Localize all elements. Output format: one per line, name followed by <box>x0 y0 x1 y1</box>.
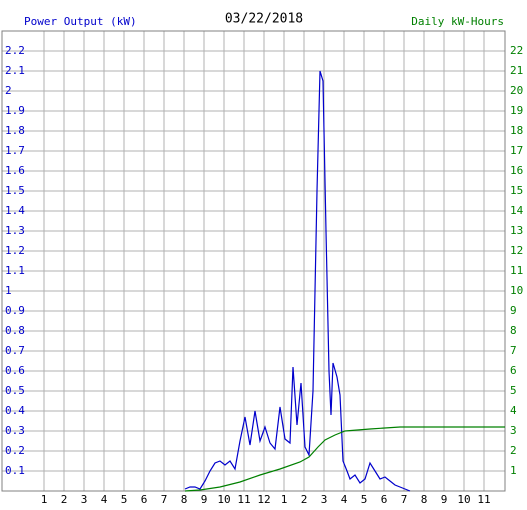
x-tick-label: 8 <box>421 493 428 506</box>
x-tick-label: 6 <box>141 493 148 506</box>
y-tick-label: 1.3 <box>5 224 25 237</box>
y-tick-label: 2.2 <box>5 44 25 57</box>
chart-title: 03/22/2018 <box>225 12 303 27</box>
y-tick-label: 0.2 <box>5 444 25 457</box>
y2-tick-label: 6 <box>510 364 517 377</box>
x-tick-label: 4 <box>101 493 108 506</box>
y-tick-label: 2 <box>5 84 12 97</box>
series-line <box>184 70 411 492</box>
y-tick-label: 0.8 <box>5 324 25 337</box>
y2-tick-label: 22 <box>510 44 523 57</box>
y2-tick-label: 19 <box>510 104 523 117</box>
y2-tick-label: 16 <box>510 164 523 177</box>
y-tick-label: 0.7 <box>5 344 25 357</box>
y2-tick-label: 3 <box>510 424 517 437</box>
x-tick-label: 8 <box>181 493 188 506</box>
y-tick-label: 1.7 <box>5 144 25 157</box>
y2-tick-label: 10 <box>510 284 523 297</box>
y2-tick-label: 7 <box>510 344 517 357</box>
y-tick-label: 1.1 <box>5 264 25 277</box>
x-tick-label: 2 <box>301 493 308 506</box>
y-tick-label: 1 <box>5 284 12 297</box>
x-tick-label: 12 <box>257 493 270 506</box>
y-tick-label: 2.1 <box>5 64 25 77</box>
x-tick-label: 1 <box>281 493 288 506</box>
y2-tick-label: 5 <box>510 384 517 397</box>
y2-tick-label: 21 <box>510 64 523 77</box>
y-tick-label: 1.5 <box>5 184 25 197</box>
y-tick-label: 0.3 <box>5 424 25 437</box>
y-axis-label: Power Output (kW) <box>24 15 137 28</box>
y-tick-label: 1.8 <box>5 124 25 137</box>
plot-frame <box>1 30 506 492</box>
x-tick-label: 9 <box>441 493 448 506</box>
y2-tick-label: 13 <box>510 224 523 237</box>
y2-tick-label: 15 <box>510 184 523 197</box>
y-tick-label: 1.2 <box>5 244 25 257</box>
series-line <box>184 426 505 492</box>
y-tick-label: 0.5 <box>5 384 25 397</box>
y2-tick-label: 14 <box>510 204 524 217</box>
y2-tick-label: 1 <box>510 464 517 477</box>
y-tick-label: 0.6 <box>5 364 25 377</box>
y-tick-label: 0.9 <box>5 304 25 317</box>
y2-tick-label: 4 <box>510 404 517 417</box>
y-tick-label: 1.4 <box>5 204 25 217</box>
x-tick-label: 7 <box>401 493 408 506</box>
y2-tick-label: 2 <box>510 444 517 457</box>
y-tick-label: 0.1 <box>5 464 25 477</box>
y-tick-label: 0.4 <box>5 404 25 417</box>
x-tick-label: 5 <box>361 493 368 506</box>
x-tick-label: 9 <box>201 493 208 506</box>
x-tick-label: 5 <box>121 493 128 506</box>
y2-tick-label: 12 <box>510 244 523 257</box>
x-tick-label: 4 <box>341 493 348 506</box>
y2-axis-label: Daily kW-Hours <box>411 15 504 28</box>
y-tick-label: 1.6 <box>5 164 25 177</box>
x-tick-label: 1 <box>41 493 48 506</box>
y2-tick-label: 9 <box>510 304 517 317</box>
y2-tick-label: 20 <box>510 84 523 97</box>
x-tick-label: 10 <box>457 493 470 506</box>
x-tick-label: 2 <box>61 493 68 506</box>
y2-tick-label: 8 <box>510 324 517 337</box>
y-tick-label: 1.9 <box>5 104 25 117</box>
y2-tick-label: 17 <box>510 144 523 157</box>
x-tick-label: 3 <box>321 493 328 506</box>
x-tick-label: 10 <box>217 493 230 506</box>
x-tick-label: 11 <box>477 493 490 506</box>
y2-tick-label: 11 <box>510 264 523 277</box>
x-tick-label: 11 <box>237 493 250 506</box>
y2-tick-label: 18 <box>510 124 523 137</box>
x-tick-label: 3 <box>81 493 88 506</box>
x-tick-label: 7 <box>161 493 168 506</box>
x-tick-label: 6 <box>381 493 388 506</box>
